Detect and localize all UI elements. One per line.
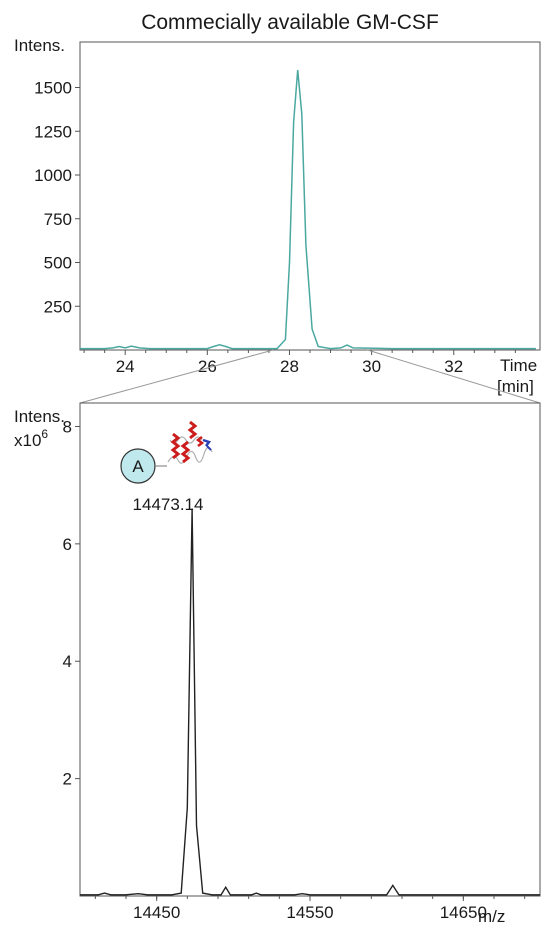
spectrum-y-scale-exponent: 6 (41, 427, 48, 441)
chromatogram-trace (80, 69, 536, 350)
chromatogram-y-tick-label: 250 (44, 297, 72, 316)
chromatogram-x-tick-label: 26 (198, 357, 217, 376)
chromatogram-y-tick-label: 1250 (34, 122, 72, 141)
chromatogram-panel: Intens. 250 500 750 1000 1250 1500 24 26 28 30 32… (14, 36, 541, 396)
peak-label: 14473.14 (133, 495, 204, 514)
chromatogram-x-axis: 24 26 28 30 32 (83, 350, 516, 376)
chromatogram-y-tick-label: 1000 (34, 166, 72, 185)
peak-badge-label: A (132, 457, 144, 476)
chart-title: Commecially available GM-CSF (141, 11, 439, 34)
protein-structure-icon (167, 420, 213, 464)
spectrum-trace (80, 508, 540, 896)
chromatogram-y-tick-label: 1500 (34, 79, 72, 98)
chromatogram-x-tick-label: 24 (116, 357, 135, 376)
spectrum-x-axis: 14450 14550 14650 (94, 896, 526, 922)
chromatogram-x-tick-label: 32 (444, 357, 463, 376)
spectrum-x-tick-label: 14550 (286, 903, 333, 922)
spectrum-y-scale-base: x10 (14, 431, 41, 450)
zoom-connector-left (79, 349, 274, 404)
chromatogram-x-unit: [min] (497, 377, 534, 396)
spectrum-x-tick-label: 14450 (133, 903, 180, 922)
peak-annotation: A 14473.14 (120, 420, 213, 514)
spectrum-y-axis: 2 4 6 8 (63, 417, 80, 789)
spectrum-y-tick-label: 4 (63, 652, 72, 671)
chromatogram-y-axis: 250 500 750 1000 1250 1500 (34, 79, 80, 316)
spectrum-x-tick-label: 14650 (440, 903, 487, 922)
chromatogram-x-label: Time (500, 356, 537, 375)
chromatogram-x-tick-label: 28 (280, 357, 299, 376)
spectrum-y-tick-label: 6 (63, 535, 72, 554)
chromatogram-x-tick-label: 30 (362, 357, 381, 376)
chromatogram-y-tick-label: 750 (44, 210, 72, 229)
spectrum-x-label: m/z (478, 907, 505, 925)
chromatogram-y-label: Intens. (14, 36, 65, 55)
spectrum-y-scale: x106 (14, 427, 48, 450)
spectrum-y-tick-label: 8 (63, 417, 72, 436)
zoom-connector-right (367, 349, 541, 404)
chromatogram-y-tick-label: 500 (44, 254, 72, 273)
spectrum-y-tick-label: 2 (63, 770, 72, 789)
spectrum-y-label: Intens. (14, 407, 65, 426)
